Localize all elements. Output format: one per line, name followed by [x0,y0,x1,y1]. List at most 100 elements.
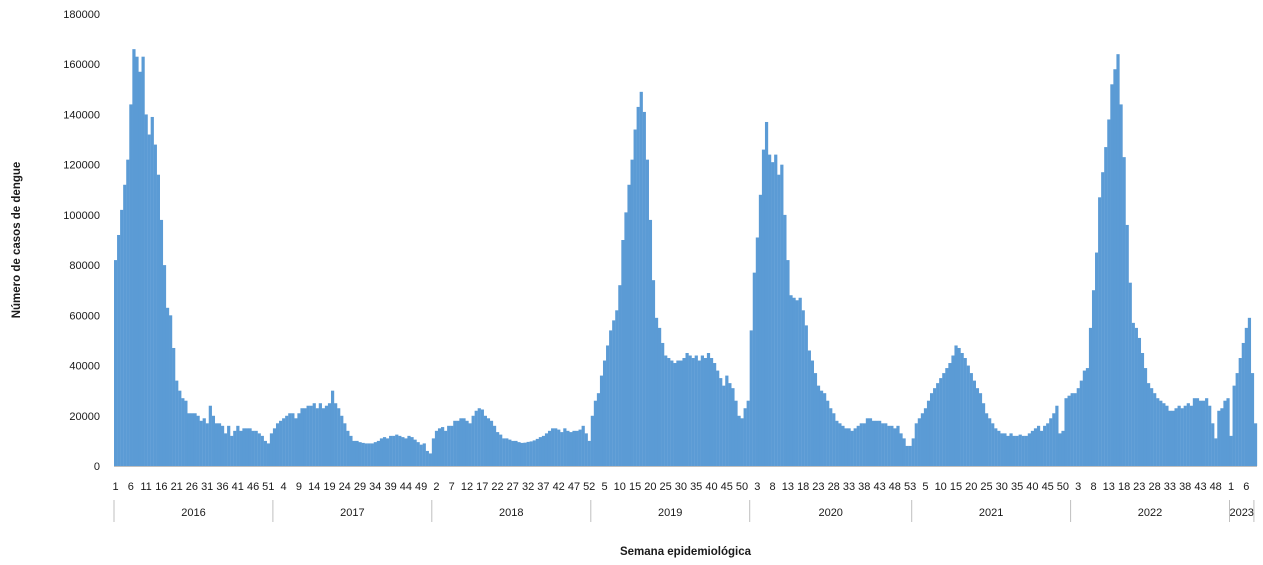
bar [386,438,390,466]
bar [1247,317,1252,466]
bar [752,272,756,466]
bar [923,408,928,466]
bar [810,360,815,466]
x-week-tick-label: 38 [858,481,870,493]
x-week-tick-label: 18 [797,481,809,493]
x-week-tick-label: 23 [1133,481,1145,493]
bar [227,425,231,466]
bar [859,423,863,466]
bar [1046,423,1050,466]
bar [874,420,879,466]
bar [694,355,698,466]
bar [691,358,695,466]
x-year-label: 2021 [979,507,1003,519]
bar [364,443,368,466]
bar [557,429,561,466]
bar [471,415,475,466]
y-tick-label: 120000 [63,160,100,172]
x-week-tick-label: 3 [1075,481,1081,493]
bar [114,260,118,466]
bar [642,111,646,467]
bar [340,415,344,466]
bar [538,437,543,466]
bar [511,440,515,466]
bar [1079,380,1083,466]
x-week-tick-label: 20 [644,481,656,493]
bar [217,423,222,466]
x-week-tick-label: 50 [736,481,748,493]
bar [184,400,188,466]
bar [929,393,934,466]
x-week-tick-label: 8 [770,481,776,493]
bar [315,408,319,466]
bar [129,104,133,467]
x-week-tick-label: 24 [339,481,351,493]
x-week-tick-label: 30 [996,481,1008,493]
bar [282,418,286,466]
x-week-tick-label: 13 [1103,481,1115,493]
x-week-tick-label: 25 [659,481,671,493]
bar [1073,393,1077,466]
bar [954,345,958,466]
x-week-tick-label: 36 [216,481,228,493]
bar [917,418,921,466]
bar [541,435,546,466]
bar [1107,119,1111,466]
bar [832,413,836,466]
bar [502,438,506,466]
bar [881,423,885,466]
bar [138,71,142,466]
y-tick-label: 60000 [69,310,100,322]
bar [780,164,784,467]
bar [587,440,591,466]
bar [367,443,371,466]
bar [499,434,503,466]
bar [401,437,405,466]
x-week-tick-label: 35 [1011,481,1023,493]
x-week-tick-label: 17 [476,481,488,493]
bar [428,453,432,466]
bar [355,440,359,466]
bar [1153,393,1157,466]
bar [572,430,576,466]
x-week-tick-label: 6 [128,481,134,493]
x-week-tick-label: 31 [201,481,213,493]
bar [621,240,625,466]
bar [551,428,555,466]
x-year-label: 2016 [181,507,205,519]
bar [279,420,283,466]
bar [761,149,766,466]
bar [410,437,414,466]
x-week-tick-label: 50 [1057,481,1069,493]
bar [896,425,900,466]
bar [162,265,167,466]
bar [352,440,356,466]
bar [1095,252,1099,466]
bar [575,430,579,466]
bar [911,438,915,466]
bar [606,345,610,466]
bar [1201,400,1206,466]
bar [263,440,267,466]
bar [957,347,961,466]
x-week-tick-label: 45 [721,481,733,493]
y-tick-label: 20000 [69,411,100,423]
x-week-tick-label: 3 [754,481,760,493]
bar [813,373,818,466]
x-week-tick-label: 20 [965,481,977,493]
bar [450,425,454,466]
bar [297,413,301,466]
bar [208,405,212,466]
bar [599,375,604,466]
y-axis-ticks: 0 20000 40000 60000 80000 100000 120000 140000 1… [63,9,100,473]
bar [294,418,298,466]
x-week-tick-label: 40 [705,481,717,493]
bar [389,435,393,466]
x-week-tick-label: 32 [522,481,534,493]
x-week-tick-label: 33 [1164,481,1176,493]
bar [972,380,976,466]
x-week-tick-label: 41 [232,481,244,493]
bar [193,413,197,466]
bar [459,418,463,466]
bar [153,144,157,466]
